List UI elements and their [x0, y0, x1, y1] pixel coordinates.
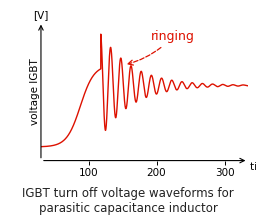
Y-axis label: voltage IGBT: voltage IGBT — [30, 58, 40, 125]
Text: [V]: [V] — [33, 11, 49, 21]
Text: IGBT turn off voltage waveforms for
parasitic capacitance inductor: IGBT turn off voltage waveforms for para… — [22, 187, 234, 215]
Text: time [ns]: time [ns] — [250, 161, 256, 171]
Text: ringing: ringing — [128, 30, 195, 65]
